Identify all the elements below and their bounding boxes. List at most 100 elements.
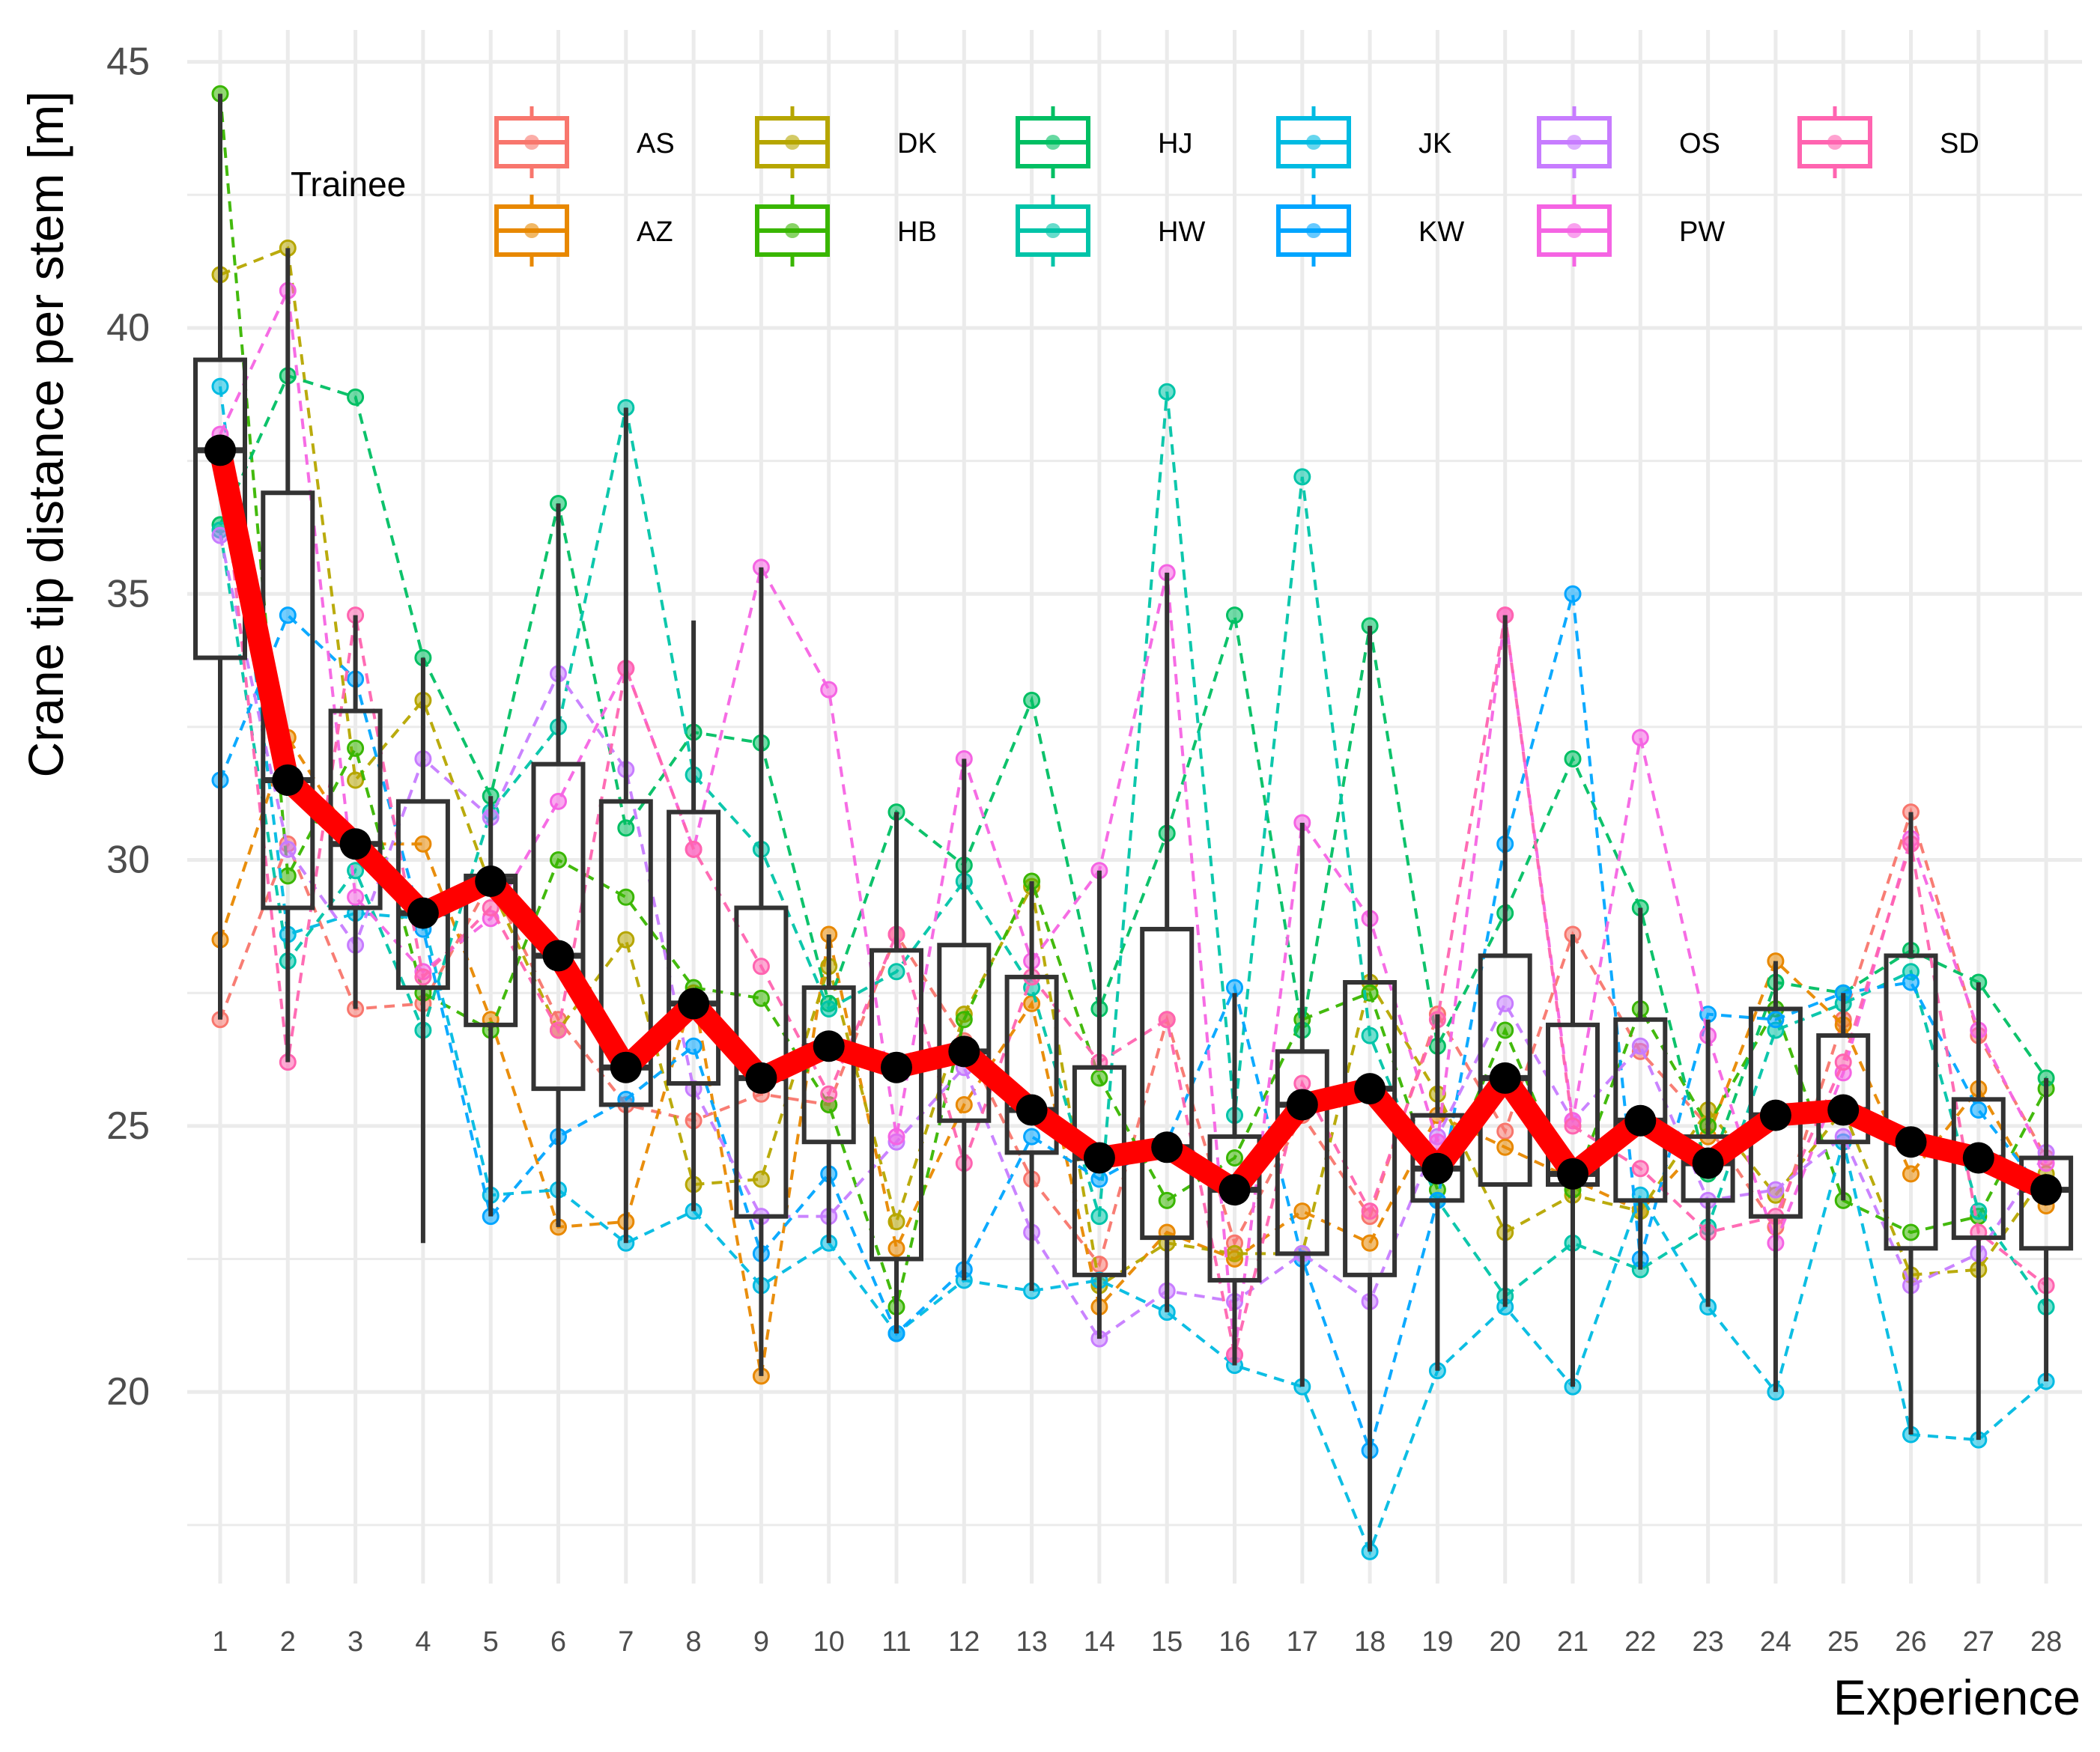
y-tick-label: 20 bbox=[106, 1370, 150, 1414]
legend-key-point bbox=[1567, 135, 1582, 150]
mean-point bbox=[813, 1030, 845, 1062]
mean-point bbox=[1759, 1099, 1791, 1131]
legend-key-point bbox=[785, 223, 800, 238]
mean-point bbox=[1489, 1062, 1521, 1094]
series-point-sd bbox=[685, 840, 702, 858]
mean-point bbox=[1219, 1174, 1251, 1206]
series-point-hw bbox=[1293, 468, 1311, 486]
mean-point bbox=[678, 988, 710, 1020]
series-point-hb bbox=[1226, 1149, 1243, 1167]
legend-label: HJ bbox=[1158, 128, 1192, 159]
mean-point bbox=[1421, 1152, 1454, 1184]
legend-label: JK bbox=[1418, 128, 1451, 159]
x-tick-label: 18 bbox=[1354, 1626, 1386, 1658]
series-point-sd bbox=[1834, 1053, 1852, 1071]
x-tick-label: 12 bbox=[948, 1626, 980, 1658]
series-point-kw bbox=[1970, 1101, 1988, 1119]
series-point-hw bbox=[1158, 383, 1176, 401]
x-tick-label: 26 bbox=[1895, 1626, 1926, 1658]
x-tick-label: 22 bbox=[1624, 1626, 1656, 1658]
x-tick-label: 10 bbox=[813, 1626, 845, 1658]
box-body bbox=[1140, 926, 1195, 1241]
x-tick-label: 5 bbox=[483, 1626, 499, 1658]
legend-label: KW bbox=[1418, 216, 1464, 248]
series-point-kw bbox=[279, 606, 297, 624]
series-point-os bbox=[279, 840, 297, 858]
box-body bbox=[2019, 1155, 2074, 1251]
legend-entry-os: OS bbox=[1537, 106, 1720, 178]
legend-label: AS bbox=[637, 128, 675, 159]
series-point-sd bbox=[752, 958, 770, 976]
series-point-kw bbox=[1226, 979, 1243, 997]
legend-key-point bbox=[1567, 223, 1582, 238]
mean-point bbox=[881, 1051, 912, 1083]
box-body bbox=[870, 948, 923, 1262]
series-point-os bbox=[1631, 1037, 1649, 1055]
series-point-hj bbox=[1226, 606, 1243, 624]
series-point-hb bbox=[1902, 1223, 1920, 1241]
legend-label: HB bbox=[897, 216, 937, 248]
legend-label: DK bbox=[897, 128, 937, 159]
box-body bbox=[1410, 1113, 1465, 1203]
series-point-sd bbox=[1361, 1202, 1379, 1220]
boxplots bbox=[193, 94, 2074, 1552]
series-point-az bbox=[1496, 1138, 1514, 1156]
x-tick-label: 23 bbox=[1692, 1626, 1723, 1658]
mean-point bbox=[1624, 1104, 1657, 1137]
series-point-az bbox=[1293, 1202, 1311, 1220]
mean-point bbox=[1895, 1126, 1927, 1158]
box-body bbox=[193, 357, 247, 660]
x-tick-label: 9 bbox=[753, 1626, 769, 1658]
x-tick-label: 7 bbox=[618, 1626, 634, 1658]
series-point-hb bbox=[550, 851, 567, 869]
mean-point bbox=[1962, 1142, 1994, 1174]
box-body bbox=[1004, 974, 1059, 1155]
legend-label: OS bbox=[1679, 128, 1720, 159]
y-tick-label: 30 bbox=[106, 839, 150, 882]
x-tick-label: 6 bbox=[550, 1626, 566, 1658]
x-tick-label: 16 bbox=[1219, 1626, 1250, 1658]
legend-label: AZ bbox=[637, 216, 673, 248]
series-point-dk bbox=[617, 931, 635, 949]
mean-point bbox=[1557, 1158, 1588, 1190]
box-body bbox=[1816, 1033, 1871, 1145]
mean-point bbox=[1151, 1131, 1183, 1164]
legend-key-point bbox=[785, 135, 800, 150]
legend-key-point bbox=[1306, 135, 1321, 150]
mean-point bbox=[204, 434, 236, 466]
mean-point bbox=[1083, 1142, 1115, 1174]
series-point-hj bbox=[617, 819, 635, 837]
series-point-hw bbox=[1361, 1026, 1379, 1044]
series-point-pw bbox=[887, 1128, 905, 1146]
series-line-hb bbox=[219, 94, 2048, 1313]
y-tick-label: 35 bbox=[106, 572, 150, 615]
box-body bbox=[1072, 1065, 1126, 1277]
mean-point bbox=[948, 1035, 980, 1068]
legend-label: PW bbox=[1679, 216, 1725, 248]
x-tick-label: 8 bbox=[686, 1626, 702, 1658]
series-point-sd bbox=[1293, 1074, 1311, 1092]
box-body bbox=[598, 799, 653, 1107]
series-point-sd bbox=[820, 1085, 838, 1103]
series-point-hw bbox=[820, 1000, 838, 1018]
mean-point bbox=[407, 897, 439, 929]
series-point-az bbox=[1023, 994, 1041, 1012]
mean-trend-line bbox=[209, 439, 2058, 1202]
y-axis-title: Crane tip distance per stem [m] bbox=[18, 91, 73, 777]
series-line-az bbox=[219, 734, 2048, 1377]
series-point-pw bbox=[347, 888, 365, 906]
series-line-jk bbox=[219, 386, 2048, 1556]
legend-key-point bbox=[524, 223, 539, 238]
series-line-hj bbox=[219, 374, 2048, 1179]
y-tick-label: 25 bbox=[106, 1104, 150, 1148]
series-point-sd bbox=[482, 899, 500, 917]
series-point-kw bbox=[1090, 1170, 1108, 1188]
series-point-hb bbox=[955, 1011, 973, 1029]
legend-entry-hw: HW bbox=[1016, 195, 1205, 267]
series-point-hj bbox=[1564, 750, 1582, 768]
series-point-pw bbox=[820, 681, 838, 699]
box-body bbox=[1681, 1134, 1735, 1203]
series-point-kw bbox=[1564, 585, 1582, 603]
mean-point bbox=[1827, 1094, 1860, 1126]
